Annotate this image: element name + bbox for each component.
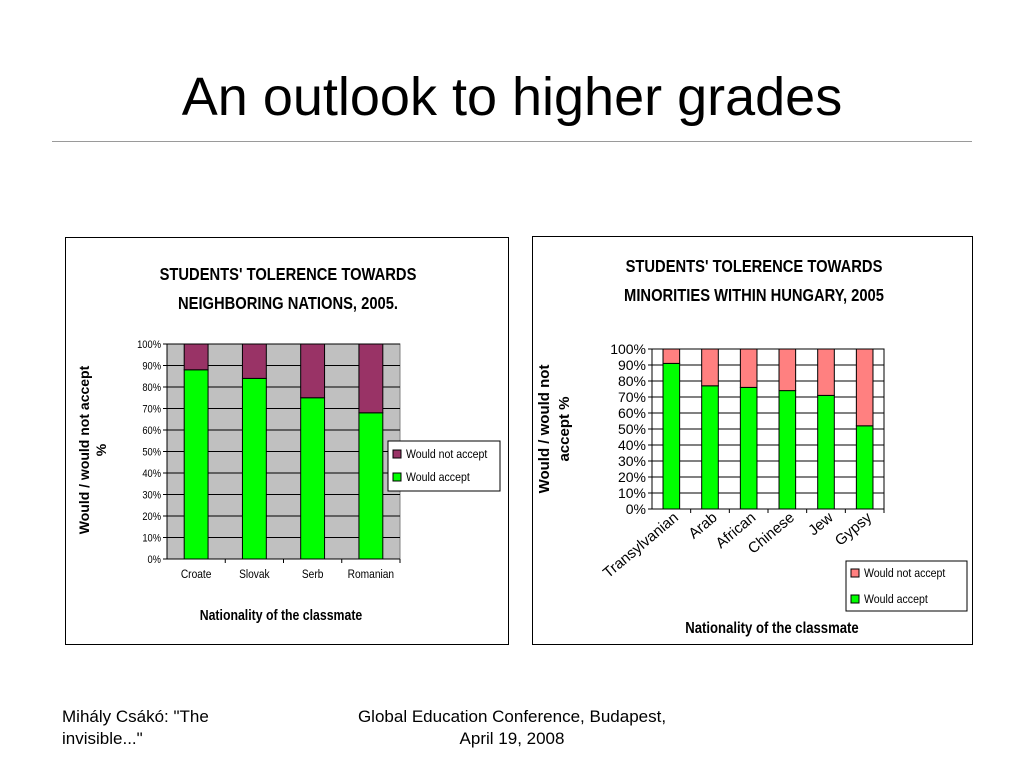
legend-swatch [850, 594, 860, 604]
x-tick-label: Slovak [239, 568, 270, 581]
legend-swatch [392, 449, 402, 459]
x-tick-label: Jew [805, 509, 836, 539]
x-axis-title: Nationality of the classmate [685, 620, 858, 637]
bar-segment [358, 343, 384, 414]
x-tick-label: Serb [302, 568, 324, 581]
y-tick-label: 0% [148, 554, 161, 566]
chart-title-line: STUDENTS' TOLERENCE TOWARDS [160, 265, 417, 285]
legend-box [387, 440, 501, 492]
bar-segment [183, 343, 209, 371]
bar-segment [241, 377, 267, 560]
y-tick-label: 40% [618, 437, 646, 453]
chart-title-line: MINORITIES WITHIN HUNGARY, 2005 [624, 286, 884, 306]
chart-title-line: NEIGHBORING NATIONS, 2005. [178, 294, 398, 314]
bar-segment [358, 412, 384, 560]
y-tick-label: 0% [626, 501, 646, 517]
x-tick-label: Transylvanian [600, 509, 682, 582]
y-tick-label: 80% [142, 382, 161, 394]
bar-segment [739, 348, 758, 388]
footer-author: Mihály Csákó: "The invisible..." [62, 707, 209, 748]
y-tick-label: 20% [142, 511, 161, 523]
title-divider [52, 141, 972, 142]
bar-segment [300, 343, 326, 399]
legend-label: Would not accept [406, 448, 488, 461]
y-tick-label: 50% [618, 421, 646, 437]
bar-segment [662, 348, 681, 364]
x-tick-label: Romanian [348, 568, 394, 581]
footer-conference: Global Education Conference, Budapest, A… [357, 707, 667, 748]
y-tick-label: 10% [142, 533, 161, 545]
legend-label: Would accept [406, 471, 471, 484]
legend-label: Would not accept [864, 567, 946, 580]
bar-segment [855, 425, 874, 510]
y-tick-label: 90% [618, 357, 646, 373]
x-axis-title: Nationality of the classmate [200, 607, 363, 623]
x-tick-label: Gypsy [832, 509, 876, 550]
y-axis-title-line: % [93, 443, 109, 456]
y-tick-label: 20% [618, 469, 646, 485]
chart-neighboring-nations: STUDENTS' TOLERENCE TOWARDS NEIGHBORING N… [76, 265, 501, 623]
y-tick-label: 40% [142, 468, 161, 480]
bar-segment [701, 385, 719, 510]
y-axis-title-line: accept % [556, 396, 573, 461]
legend-label: Would accept [864, 593, 929, 606]
bar-segment [241, 343, 267, 379]
y-tick-label: 60% [142, 425, 161, 437]
y-tick-label: 50% [142, 447, 161, 459]
bar-segment [778, 390, 797, 510]
bar-segment [183, 369, 209, 560]
y-tick-label: 70% [142, 404, 161, 416]
y-tick-label: 30% [618, 453, 646, 469]
y-axis-title-line: Would / would not [536, 365, 553, 494]
chart-title-line: STUDENTS' TOLERENCE TOWARDS [626, 257, 883, 277]
y-axis-title-line: Would / would not accept [76, 365, 92, 534]
y-tick-label: 100% [610, 341, 646, 357]
bar-segment [817, 394, 835, 510]
slide-title: An outlook to higher grades [181, 67, 843, 127]
y-tick-label: 80% [618, 373, 646, 389]
legend-swatch [392, 472, 402, 482]
bar-segment [662, 362, 681, 510]
bar-segment [739, 386, 758, 510]
y-tick-label: 100% [137, 339, 161, 351]
bar-segment [701, 348, 719, 387]
y-tick-label: 70% [618, 389, 646, 405]
chart-panel-neighboring-nations: STUDENTS' TOLERENCE TOWARDS NEIGHBORING N… [65, 237, 509, 645]
x-tick-label: Croate [181, 568, 212, 581]
y-tick-label: 30% [142, 490, 161, 502]
bar-segment [817, 348, 835, 396]
bar-segment [855, 348, 874, 427]
chart-panel-minorities: STUDENTS' TOLERENCE TOWARDS MINORITIES WI… [532, 236, 973, 645]
bar-segment [778, 348, 797, 392]
legend-box [845, 560, 968, 612]
y-tick-label: 10% [618, 485, 646, 501]
chart-minorities: STUDENTS' TOLERENCE TOWARDS MINORITIES WI… [536, 257, 968, 637]
y-tick-label: 90% [142, 361, 161, 373]
y-tick-label: 60% [618, 405, 646, 421]
bar-segment [300, 397, 326, 560]
legend-swatch [850, 568, 860, 578]
